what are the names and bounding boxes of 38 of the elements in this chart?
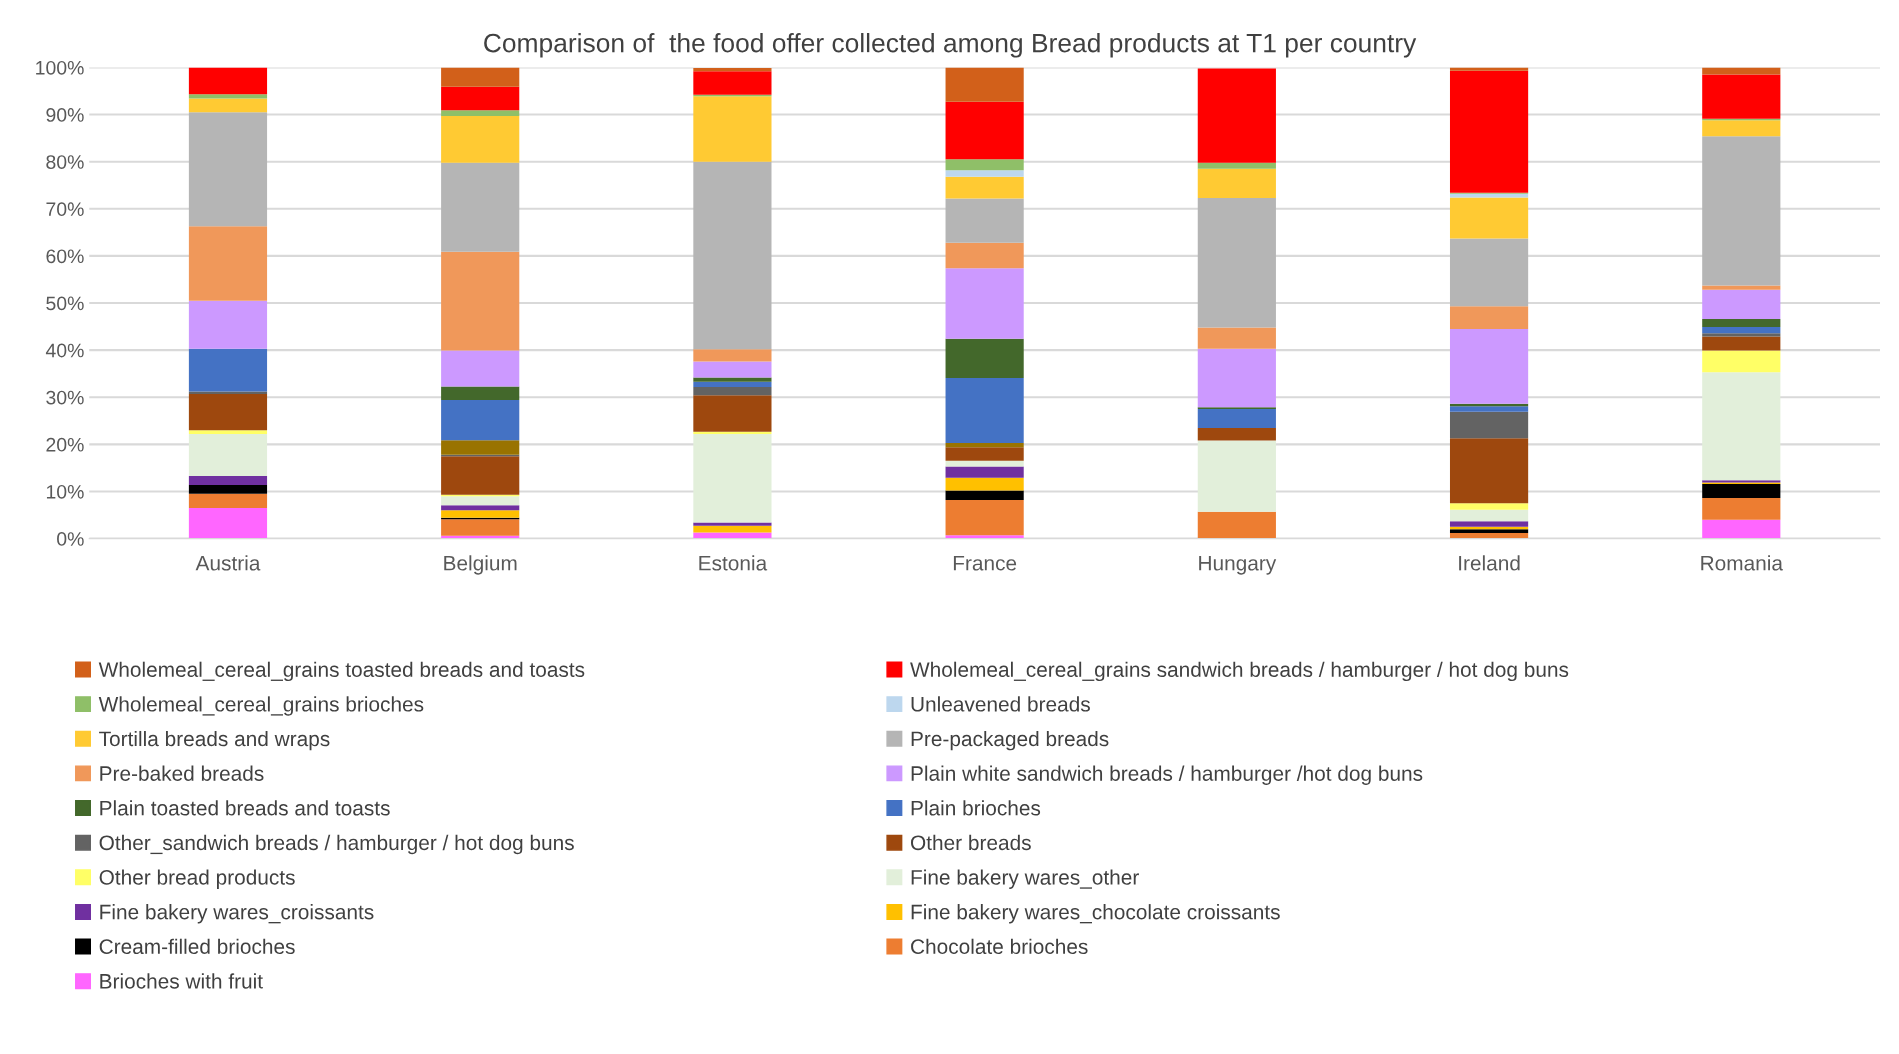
chart-title: Comparison of the food offer collected among Bread products at T1 per country bbox=[484, 33, 1417, 58]
legend-label: Fine bakery wares_chocolate croissants bbox=[911, 904, 1280, 924]
y-tick-label: 50% bbox=[46, 296, 84, 311]
legend-label: Other breads bbox=[910, 834, 1031, 851]
x-tick-label: Belgium bbox=[444, 555, 517, 575]
legend-label: Wholemeal_cereal_grains toasted breads and toasts bbox=[98, 661, 585, 682]
legend-label: Wholemeal_cereal_grains sandwich breads / hamburger / hot dog buns bbox=[910, 661, 1569, 682]
x-tick-label: Romania bbox=[1701, 555, 1783, 571]
y-tick-label: 100% bbox=[36, 60, 84, 75]
x-tick-label: France bbox=[953, 556, 1017, 571]
legend-label: Cream-filled brioches bbox=[99, 938, 295, 955]
legend-label: Unleavened breads bbox=[911, 696, 1090, 712]
legend-label: Fine bakery wares_other bbox=[911, 869, 1139, 889]
legend-label: Pre-packaged breads bbox=[911, 730, 1109, 751]
y-tick-label: 30% bbox=[46, 390, 84, 405]
x-tick-label: Ireland bbox=[1459, 555, 1520, 571]
legend-label: Brioches with fruit bbox=[100, 973, 263, 989]
y-tick-label: 60% bbox=[46, 249, 84, 264]
y-tick-label: 70% bbox=[46, 202, 84, 217]
x-tick-label: Hungary bbox=[1199, 556, 1277, 575]
y-tick-label: 20% bbox=[46, 437, 84, 452]
y-tick-label: 80% bbox=[46, 155, 84, 169]
x-tick-label: Estonia bbox=[699, 555, 768, 571]
legend-label: Fine bakery wares_croissants bbox=[100, 904, 374, 924]
legend-label: Other_sandwich breads / hamburger / hot dog buns bbox=[99, 834, 574, 855]
y-tick-label: 40% bbox=[45, 343, 84, 358]
legend-label: Plain white sandwich breads / hamburger /hot dog buns bbox=[911, 765, 1423, 785]
legend-label: Plain brioches bbox=[911, 800, 1041, 816]
x-tick-label: Austria bbox=[195, 555, 261, 571]
y-tick-label: 0% bbox=[57, 532, 84, 546]
y-tick-label: 10% bbox=[46, 484, 84, 499]
legend-label: Other bread products bbox=[99, 869, 295, 889]
legend-label: Pre-baked breads bbox=[100, 765, 264, 781]
legend-label: Wholemeal_cereal_grains brioches bbox=[98, 696, 424, 716]
legend-label: Chocolate brioches bbox=[911, 938, 1088, 955]
legend-label: Plain toasted breads and toasts bbox=[100, 800, 390, 816]
y-tick-label: 90% bbox=[46, 108, 84, 122]
legend-label: Tortilla breads and wraps bbox=[99, 730, 330, 751]
